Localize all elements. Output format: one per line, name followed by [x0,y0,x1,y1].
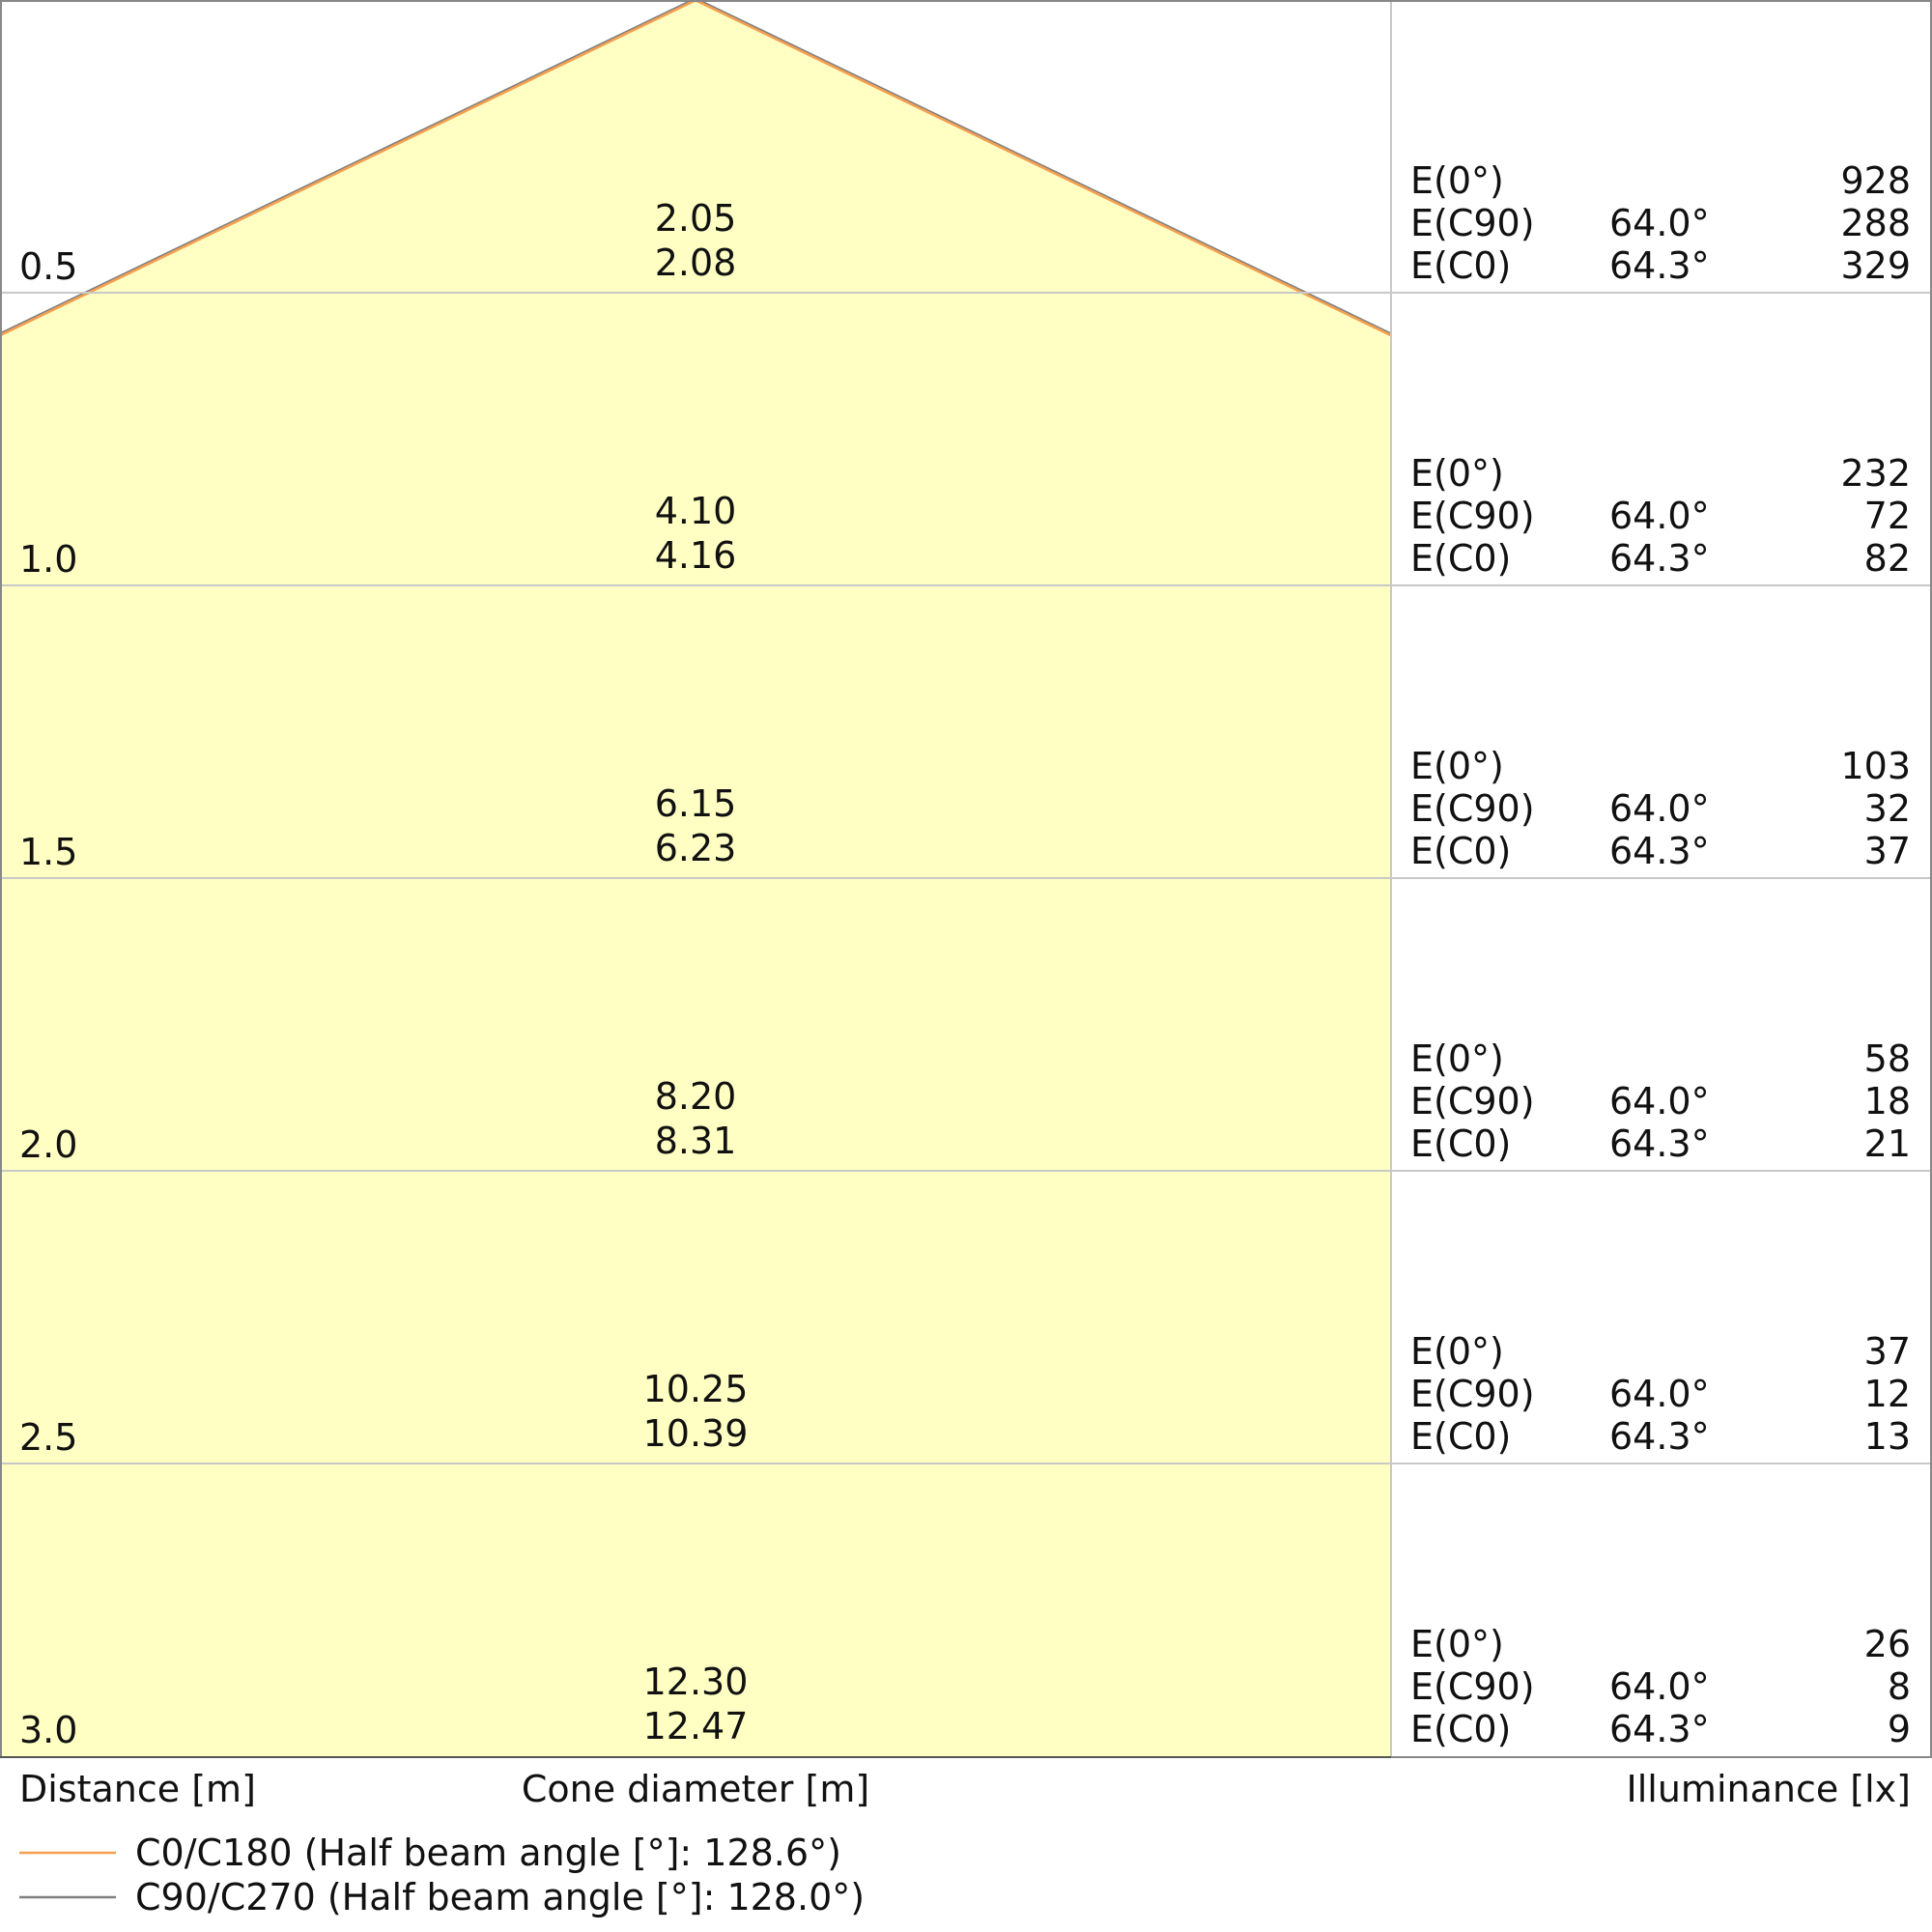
x-axis-label-distance: Distance [m] [19,1768,256,1810]
illuminance-label: E(0°) [1410,1037,1504,1080]
legend-label: C0/C180 (Half beam angle [°]: 128.6°) [135,1832,841,1874]
illuminance-label: E(C0) [1410,1708,1511,1750]
beam-angle: 64.0° [1609,1665,1710,1708]
illuminance-value: 329 [1840,244,1911,287]
cone-diameter-c90: 10.39 [643,1412,749,1455]
beam-angle: 64.3° [1609,830,1710,872]
cone-diameter-c90: 6.23 [655,827,737,869]
x-axis-label-illuminance: Illuminance [lx] [1627,1768,1911,1810]
illuminance-label: E(C0) [1410,1122,1511,1165]
distance-label: 2.0 [19,1123,77,1166]
cone-diameter-c0: 10.25 [643,1368,749,1410]
illuminance-value: 8 [1888,1665,1911,1708]
distance-label: 0.5 [19,245,77,288]
illuminance-value: 12 [1864,1373,1911,1415]
illuminance-label: E(C90) [1410,1080,1535,1122]
beam-angle: 64.0° [1609,202,1710,244]
beam-angle: 64.3° [1609,1122,1710,1165]
illuminance-value: 9 [1888,1708,1911,1750]
illuminance-label: E(0°) [1410,159,1504,202]
c90-beam-line [0,0,1392,334]
beam-angle: 64.0° [1609,1080,1710,1122]
beam-angle: 64.0° [1609,495,1710,537]
cone-diameter-c90: 4.16 [655,534,737,577]
illuminance-label: E(0°) [1410,452,1504,495]
x-axis-label-cone-diameter: Cone diameter [m] [522,1768,869,1810]
beam-angle: 64.3° [1609,244,1710,287]
cone-diameter-c90: 2.08 [655,242,737,284]
beam-angle: 64.0° [1609,787,1710,830]
cone-diameter-c90: 8.31 [655,1120,737,1162]
beam-angle: 64.3° [1609,1708,1710,1750]
illuminance-label: E(C90) [1410,787,1535,830]
illuminance-value: 37 [1864,1330,1911,1373]
illuminance-label: E(C90) [1410,1665,1535,1708]
illuminance-label: E(0°) [1410,1330,1504,1373]
illuminance-label: E(C0) [1410,244,1511,287]
illuminance-value: 103 [1840,745,1911,787]
illuminance-value: 13 [1864,1415,1911,1458]
illuminance-label: E(C90) [1410,495,1535,537]
beam-angle: 64.3° [1609,537,1710,580]
illuminance-value: 72 [1864,495,1911,537]
illuminance-label: E(C0) [1410,830,1511,872]
cone-diameter-c0: 4.10 [655,490,737,532]
illuminance-value: 928 [1840,159,1911,202]
distance-label: 3.0 [19,1709,77,1751]
distance-label: 1.0 [19,538,77,581]
illuminance-label: E(0°) [1410,745,1504,787]
illuminance-label: E(C90) [1410,1373,1535,1415]
cone-diameter-c0: 2.05 [655,197,737,240]
illuminance-value: 21 [1864,1122,1911,1165]
illuminance-label: E(C0) [1410,537,1511,580]
illuminance-value: 58 [1864,1037,1911,1080]
illuminance-value: 32 [1864,787,1911,830]
distance-label: 1.5 [19,831,77,873]
illuminance-value: 37 [1864,830,1911,872]
illuminance-value: 288 [1840,202,1911,244]
cone-diameter-c90: 12.47 [643,1705,749,1747]
illuminance-label: E(C0) [1410,1415,1511,1458]
c0-beam-line [0,0,1392,337]
illuminance-value: 232 [1840,452,1911,495]
beam-angle: 64.0° [1609,1373,1710,1415]
illuminance-value: 82 [1864,537,1911,580]
legend-label: C90/C270 (Half beam angle [°]: 128.0°) [135,1876,865,1918]
cone-diameter-c0: 8.20 [655,1075,737,1118]
beam-angle: 64.3° [1609,1415,1710,1458]
illuminance-label: E(0°) [1410,1623,1504,1665]
illuminance-value: 26 [1864,1623,1911,1665]
cone-diameter-c0: 6.15 [655,782,737,825]
illuminance-value: 18 [1864,1080,1911,1122]
illuminance-label: E(C90) [1410,202,1535,244]
cone-diameter-c0: 12.30 [643,1661,749,1703]
distance-label: 2.5 [19,1416,77,1459]
